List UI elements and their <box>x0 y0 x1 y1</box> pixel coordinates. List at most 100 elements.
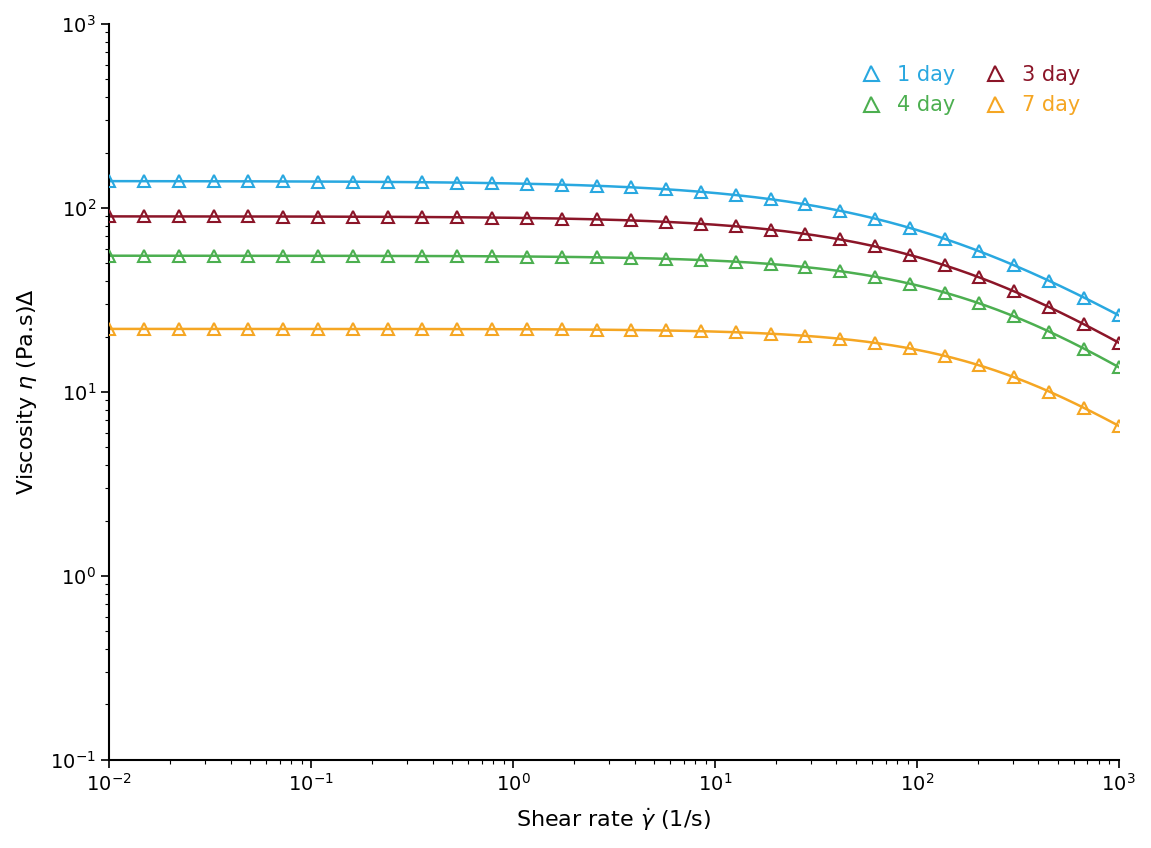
3 day <box>555 214 569 224</box>
7 day <box>625 325 639 335</box>
X-axis label: Shear rate $\dot{\gamma}$ (1/s): Shear rate $\dot{\gamma}$ (1/s) <box>517 806 711 833</box>
7 day <box>416 324 429 334</box>
7 day <box>450 324 464 334</box>
3 day <box>973 272 986 282</box>
3 day <box>346 212 360 222</box>
3 day <box>938 260 952 271</box>
7 day <box>902 343 916 354</box>
3 day <box>1042 302 1055 312</box>
1 day <box>973 246 986 256</box>
1 day <box>450 177 464 187</box>
1 day <box>486 178 500 188</box>
7 day <box>694 326 708 337</box>
4 day <box>1112 362 1126 372</box>
1 day <box>799 199 813 209</box>
1 day <box>102 176 116 187</box>
4 day <box>589 252 603 262</box>
7 day <box>729 327 742 338</box>
Legend: 1 day, 4 day, 3 day, 7 day: 1 day, 4 day, 3 day, 7 day <box>847 57 1088 124</box>
7 day <box>1077 403 1091 413</box>
3 day <box>486 213 500 223</box>
3 day <box>381 212 395 222</box>
4 day <box>416 251 429 261</box>
4 day <box>242 251 256 261</box>
7 day <box>763 329 777 339</box>
1 day <box>171 176 185 187</box>
4 day <box>171 251 185 261</box>
4 day <box>486 251 500 261</box>
3 day <box>416 212 429 222</box>
7 day <box>660 326 673 336</box>
Line: 1 day: 1 day <box>102 175 1125 321</box>
4 day <box>973 298 986 309</box>
4 day <box>311 251 325 261</box>
3 day <box>1077 319 1091 329</box>
7 day <box>1112 421 1126 431</box>
1 day <box>833 206 847 216</box>
1 day <box>242 176 256 187</box>
4 day <box>868 271 882 282</box>
4 day <box>625 253 639 263</box>
1 day <box>763 194 777 204</box>
4 day <box>1077 343 1091 354</box>
4 day <box>1042 326 1055 337</box>
1 day <box>311 176 325 187</box>
7 day <box>242 324 256 334</box>
3 day <box>102 211 116 221</box>
1 day <box>381 177 395 187</box>
1 day <box>694 187 708 197</box>
7 day <box>833 333 847 343</box>
4 day <box>102 251 116 261</box>
4 day <box>520 251 534 261</box>
3 day <box>520 213 534 223</box>
4 day <box>450 251 464 261</box>
7 day <box>311 324 325 334</box>
7 day <box>207 324 221 334</box>
1 day <box>207 176 221 187</box>
3 day <box>242 211 256 221</box>
4 day <box>137 251 151 261</box>
7 day <box>799 331 813 341</box>
1 day <box>1112 310 1126 321</box>
Line: 4 day: 4 day <box>102 249 1125 373</box>
3 day <box>207 211 221 221</box>
3 day <box>799 229 813 239</box>
3 day <box>625 215 639 226</box>
4 day <box>346 251 360 261</box>
4 day <box>207 251 221 261</box>
3 day <box>450 212 464 222</box>
7 day <box>346 324 360 334</box>
7 day <box>486 324 500 334</box>
3 day <box>660 217 673 227</box>
1 day <box>902 223 916 233</box>
3 day <box>833 234 847 244</box>
1 day <box>1007 260 1021 271</box>
4 day <box>938 287 952 298</box>
7 day <box>973 360 986 371</box>
4 day <box>763 259 777 269</box>
1 day <box>1042 276 1055 286</box>
7 day <box>589 325 603 335</box>
7 day <box>938 351 952 361</box>
4 day <box>694 255 708 265</box>
7 day <box>555 324 569 334</box>
Line: 3 day: 3 day <box>102 210 1125 349</box>
7 day <box>381 324 395 334</box>
7 day <box>171 324 185 334</box>
1 day <box>276 176 290 187</box>
7 day <box>868 338 882 348</box>
7 day <box>137 324 151 334</box>
Line: 7 day: 7 day <box>102 322 1125 432</box>
3 day <box>171 211 185 221</box>
3 day <box>1112 338 1126 348</box>
3 day <box>1007 287 1021 297</box>
1 day <box>589 181 603 191</box>
1 day <box>729 190 742 200</box>
3 day <box>763 225 777 235</box>
3 day <box>868 242 882 252</box>
4 day <box>555 252 569 262</box>
3 day <box>729 221 742 232</box>
4 day <box>660 254 673 264</box>
3 day <box>589 215 603 225</box>
7 day <box>1007 372 1021 382</box>
